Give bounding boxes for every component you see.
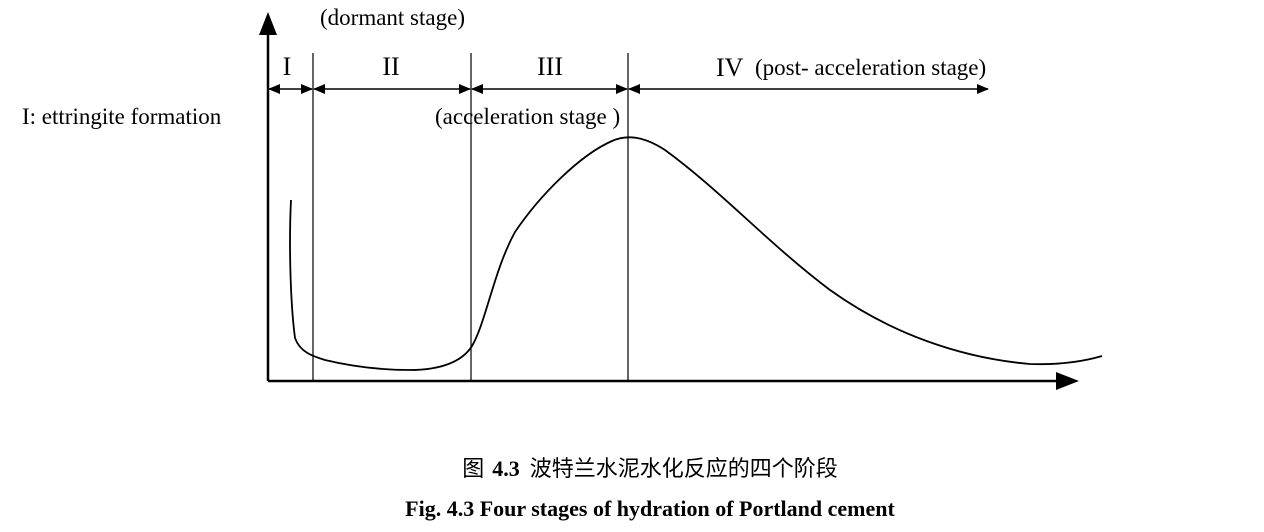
stage-iii-numeral: III [537,52,563,81]
caption-zh: 图 4.3 波特兰水泥水化反应的四个阶段 [462,456,838,482]
stage-i-numeral: I [283,52,292,81]
stage-numerals: I II III IV (post- acceleration stage) [283,52,987,82]
caption-zh-text: 波特兰水泥水化反应的四个阶段 [530,457,838,482]
hydration-curve [289,136,1103,371]
y-axis-arrowhead [259,12,277,35]
acceleration-stage-label: (acceleration stage ) [435,104,620,129]
figure-caption: 图 4.3 波特兰水泥水化反应的四个阶段 Fig. 4.3 Four stages … [405,456,895,521]
stage-ii-numeral: II [382,52,399,81]
stage-boundaries [312,53,629,381]
stage-iv-numeral: IV [716,53,744,82]
stage-i-note: I: ettringite formation [22,104,222,129]
caption-en: Fig. 4.3 Four stages of hydration of Por… [405,496,895,521]
stage-iv-name: (post- acceleration stage) [755,55,986,80]
x-axis-arrowhead [1056,372,1079,390]
caption-zh-prefix: 图 [462,457,484,482]
caption-zh-number: 4.3 [492,456,520,481]
dormant-stage-label: (dormant stage) [320,5,465,30]
